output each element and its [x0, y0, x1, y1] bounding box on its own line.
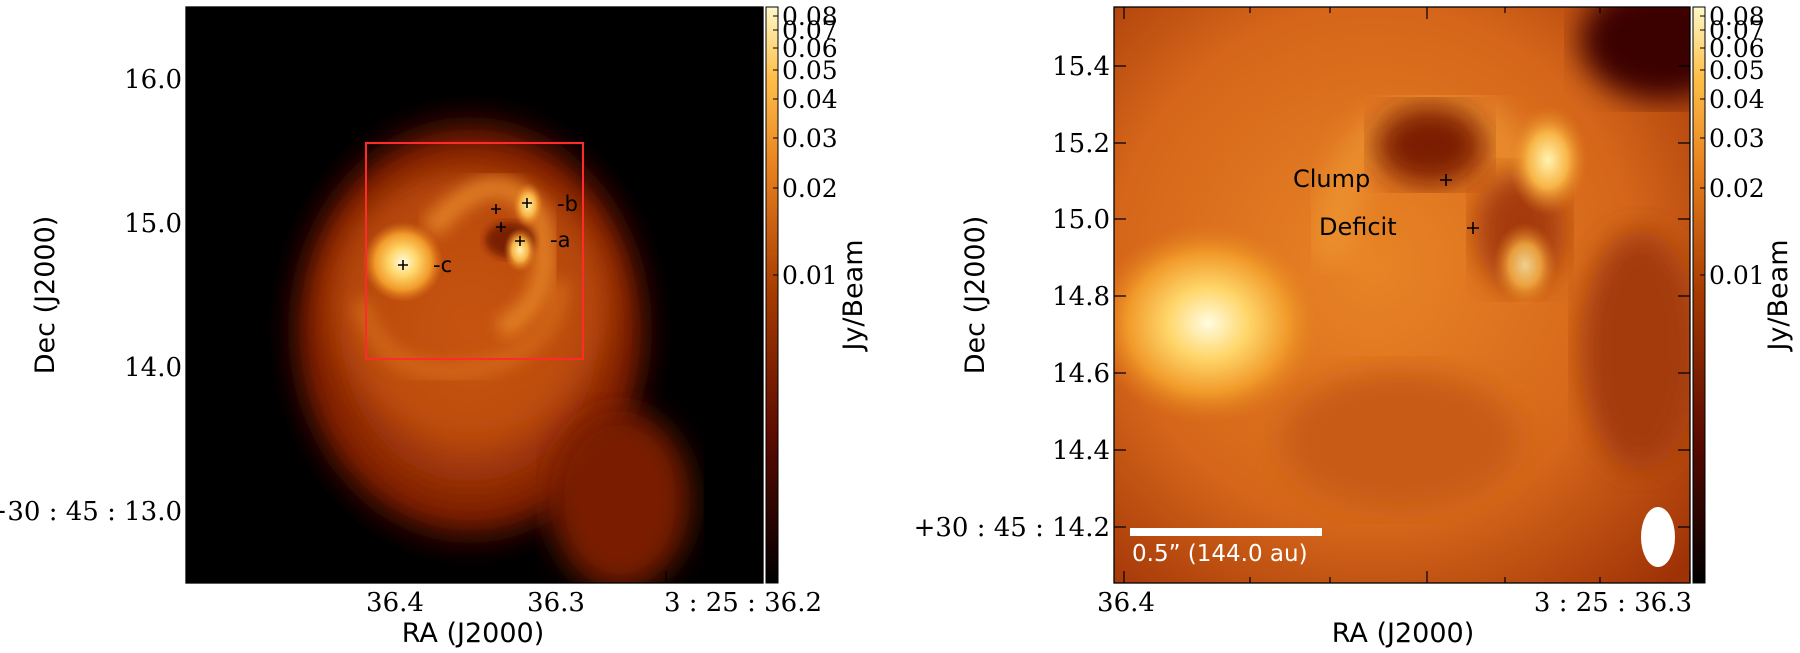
right-y-tick-4: 14.8 [1052, 282, 1110, 312]
clump-marker [1440, 174, 1452, 186]
source-label-b: -b [557, 192, 578, 216]
right-cbar-tick-0.05: 0.05 [1709, 56, 1765, 85]
right-y-tick-7: +30 : 45 : 14.2 [914, 513, 1110, 543]
right-y-axis-label: Dec (J2000) [960, 216, 991, 375]
right-y-tick-1: 15.4 [1052, 52, 1110, 82]
right-colorbar [1692, 6, 1706, 584]
right-image-emission [1114, 7, 1690, 583]
left-y-tick-3: 14.0 [124, 353, 182, 383]
left-cbar-tick-0.01: 0.01 [782, 261, 838, 290]
left-colorbar-ticks [773, 15, 778, 276]
right-panel: Clump Deficit 0.5” (144.0 au) 36.4 3 : 2… [914, 2, 1794, 649]
right-axis-ticks [1114, 7, 1691, 583]
right-x-tick-1: 36.4 [1097, 588, 1155, 618]
right-y-tick-5: 14.6 [1052, 359, 1110, 389]
left-cbar-tick-0.04: 0.04 [782, 85, 838, 114]
source-marker [515, 236, 525, 246]
source-marker [398, 260, 408, 270]
deficit-marker [1467, 222, 1479, 234]
right-y-tick-3: 15.0 [1052, 205, 1110, 235]
left-colorbar-tick-labels: 0.08 0.07 0.06 0.05 0.04 0.03 0.02 0.01 [782, 2, 838, 290]
source-label-a: -a [550, 228, 570, 252]
right-cbar-tick-0.04: 0.04 [1709, 85, 1765, 114]
left-x-tick-1: 36.4 [366, 588, 424, 618]
right-cbar-tick-0.01: 0.01 [1709, 261, 1765, 290]
left-axis-ticks [186, 7, 763, 583]
left-cbar-tick-0.06: 0.06 [782, 34, 838, 63]
left-cbar-tick-0.05: 0.05 [782, 56, 838, 85]
right-cbar-tick-0.06: 0.06 [1709, 34, 1765, 63]
left-y-tick-1: 16.0 [124, 65, 182, 95]
right-markers [1440, 174, 1479, 234]
right-x-axis-label: RA (J2000) [1332, 618, 1474, 649]
clump-label: Clump [1293, 165, 1370, 193]
source-label-c: -c [433, 253, 452, 277]
source-marker [496, 222, 506, 232]
right-colorbar-label: Jy/Beam [1763, 239, 1794, 352]
zoom-region-box [365, 142, 584, 360]
left-x-tick-3: 3 : 25 : 36.2 [664, 588, 822, 618]
source-markers [398, 198, 532, 270]
right-colorbar-tick-labels: 0.08 0.07 0.06 0.05 0.04 0.03 0.02 0.01 [1709, 2, 1765, 290]
right-cbar-tick-0.08: 0.08 [1709, 2, 1765, 31]
right-colorbar-ticks [1700, 15, 1705, 276]
scale-bar-label: 0.5” (144.0 au) [1132, 541, 1308, 567]
scale-bar [1130, 528, 1322, 536]
left-cbar-tick-0.02: 0.02 [782, 174, 838, 203]
left-y-axis-label: Dec (J2000) [30, 216, 61, 375]
left-y-tick-4: +30 : 45 : 13.0 [0, 497, 182, 527]
left-cbar-tick-0.08: 0.08 [782, 2, 838, 31]
source-marker [491, 204, 501, 214]
right-cbar-tick-0.03: 0.03 [1709, 124, 1765, 153]
left-x-axis-label: RA (J2000) [402, 618, 544, 649]
right-y-tick-6: 14.4 [1052, 436, 1110, 466]
deficit-label: Deficit [1319, 213, 1397, 241]
left-cbar-tick-0.03: 0.03 [782, 124, 838, 153]
right-cbar-tick-0.02: 0.02 [1709, 174, 1765, 203]
left-cbar-tick-0.07: 0.07 [782, 16, 838, 45]
left-x-tick-2: 36.3 [527, 588, 585, 618]
right-axes-frame [1113, 6, 1691, 584]
beam-ellipse [1641, 507, 1675, 567]
left-y-tick-2: 15.0 [124, 209, 182, 239]
right-x-tick-2: 3 : 25 : 36.3 [1534, 588, 1692, 618]
right-y-tick-2: 15.2 [1052, 129, 1110, 159]
left-panel: -b -a -c 36.4 36.3 3 : 25 : 36.2 16.0 15… [0, 2, 869, 649]
left-image-emission [270, 95, 690, 583]
left-colorbar-label: Jy/Beam [838, 239, 869, 352]
right-cbar-tick-0.07: 0.07 [1709, 16, 1765, 45]
source-marker [522, 198, 532, 208]
left-colorbar [765, 6, 779, 584]
